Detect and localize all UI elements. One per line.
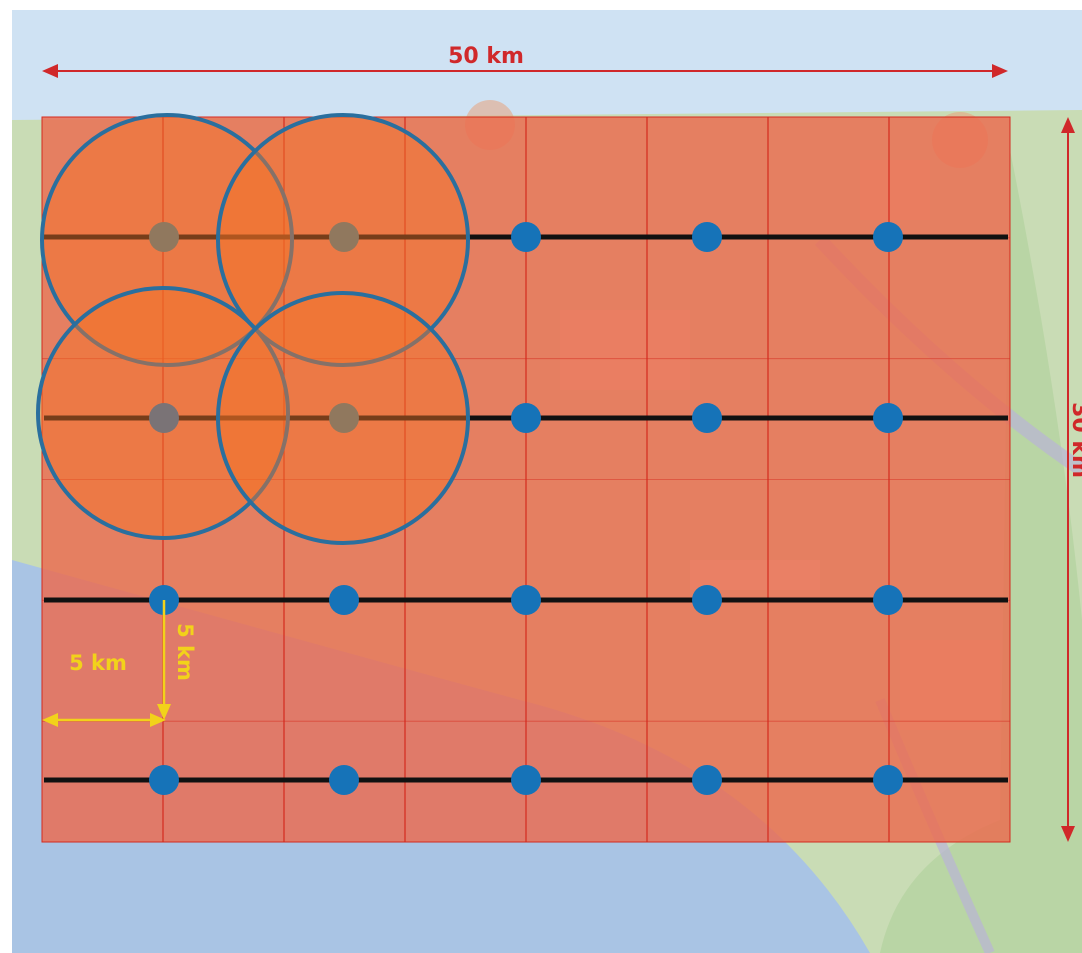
width-dimension: 50 km [42, 44, 1008, 78]
station-lines [44, 222, 1008, 795]
station-dot [873, 403, 903, 433]
station-dot [511, 585, 541, 615]
station-dot [873, 585, 903, 615]
spacing-horizontal-label: 5 km [69, 651, 127, 675]
shore-right [880, 150, 1082, 953]
station-dot [511, 222, 541, 252]
station-dot [329, 765, 359, 795]
station-dot [149, 765, 179, 795]
height-label: 30 km [1067, 402, 1082, 478]
coverage-circle [216, 113, 470, 367]
station-dot [511, 765, 541, 795]
station-dot [692, 222, 722, 252]
station-dot [692, 403, 722, 433]
height-dimension: 30 km [1061, 117, 1082, 842]
station-dot [329, 403, 359, 433]
height-arrow-top-head [1061, 117, 1075, 133]
height-arrow-bottom-head [1061, 826, 1075, 842]
station-dot [873, 765, 903, 795]
spacing-vertical-head [157, 704, 171, 720]
spacing-vertical-label: 5 km [173, 623, 197, 681]
spacing-dimension: 5 km 5 km [42, 600, 197, 727]
coverage-circles [36, 113, 470, 545]
coverage-circle [216, 291, 470, 545]
width-arrow-left-head [42, 64, 58, 78]
spacing-horizontal-left-head [42, 713, 58, 727]
width-arrow-right-head [992, 64, 1008, 78]
spacing-horizontal-right-head [150, 713, 166, 727]
station-dot [873, 222, 903, 252]
station-dot [692, 765, 722, 795]
coverage-circle [36, 286, 290, 540]
station-dot [329, 585, 359, 615]
width-label: 50 km [448, 44, 524, 69]
station-dot [692, 585, 722, 615]
station-dot [149, 403, 179, 433]
station-dot [511, 403, 541, 433]
station-dot [329, 222, 359, 252]
station-dot [149, 222, 179, 252]
